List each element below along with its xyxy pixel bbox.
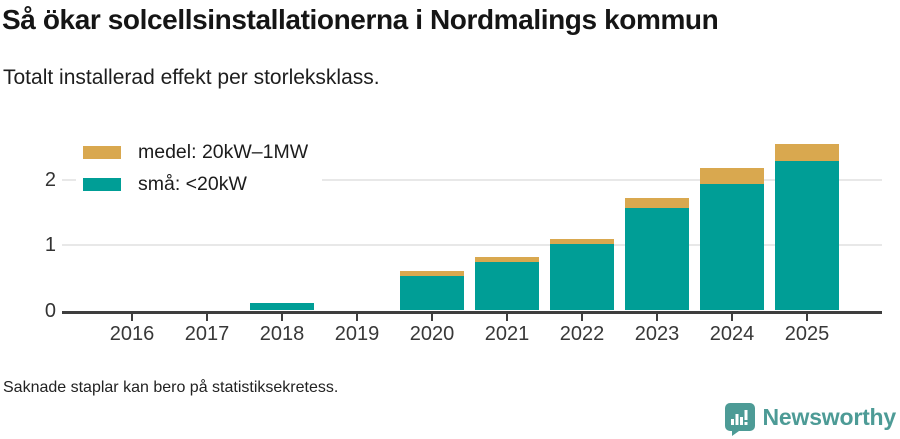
brand-lockup: Newsworthy	[723, 399, 896, 436]
x-tick-2020	[431, 313, 433, 321]
legend-label-medel: medel: 20kW–1MW	[138, 141, 309, 163]
chart-footnote: Saknade staplar kan bero på statistiksek…	[3, 379, 339, 396]
bar-medel-2022	[550, 239, 614, 244]
bar-medel-2025	[775, 144, 839, 162]
brand-name: Newsworthy	[762, 404, 897, 430]
x-axis-label-2019: 2019	[334, 323, 380, 345]
chart-title: Så ökar solcellsinstallationerna i Nordm…	[2, 4, 719, 35]
newsworthy-logo-icon	[724, 403, 755, 436]
x-axis-label-2016: 2016	[109, 323, 155, 345]
legend-label-sma: små: <20kW	[138, 173, 247, 195]
x-tick-2022	[581, 313, 583, 321]
bar-sma-2020	[400, 276, 464, 311]
x-axis-label-2024: 2024	[709, 323, 755, 345]
bar-sma-2023	[625, 208, 689, 311]
bar-medel-2024	[700, 168, 764, 185]
y-axis-label-0: 0	[44, 299, 56, 322]
x-tick-2023	[656, 313, 658, 321]
x-axis-label-2020: 2020	[409, 323, 455, 345]
x-tick-2025	[806, 313, 808, 321]
legend-swatch-medel	[83, 146, 121, 159]
x-axis-label-2025: 2025	[784, 323, 830, 345]
x-tick-2016	[131, 313, 133, 321]
x-axis-line	[62, 310, 882, 314]
legend-swatch-sma	[83, 178, 121, 191]
bar-sma-2018	[250, 302, 314, 311]
x-tick-2017	[206, 313, 208, 321]
gridline-y1	[62, 244, 882, 246]
y-axis-label-2: 2	[44, 168, 56, 191]
chart-subtitle: Totalt installerad effekt per storlekskl…	[3, 66, 380, 89]
x-tick-2019	[356, 313, 358, 321]
bar-sma-2025	[775, 161, 839, 311]
y-axis-label-1: 1	[44, 234, 56, 256]
bar-medel-2020	[400, 271, 464, 277]
gridline-y2	[62, 178, 882, 181]
legend-item-medel: medel: 20kW–1MW	[83, 141, 308, 164]
x-tick-2018	[281, 313, 283, 321]
bar-sma-2021	[475, 262, 539, 311]
x-axis-label-2017: 2017	[184, 323, 230, 345]
x-axis-label-2018: 2018	[259, 323, 305, 345]
bar-sma-2022	[550, 243, 614, 311]
legend-item-sma: små: <20kW	[83, 173, 308, 196]
x-tick-2021	[506, 313, 508, 321]
bar-medel-2021	[475, 257, 539, 263]
x-axis-label-2021: 2021	[484, 323, 530, 345]
bar-sma-2024	[700, 184, 764, 311]
x-axis-label-2023: 2023	[634, 323, 680, 345]
chart-legend: medel: 20kW–1MW små: <20kW	[76, 135, 323, 201]
bar-medel-2023	[625, 198, 689, 209]
x-tick-2024	[731, 313, 733, 321]
x-axis-label-2022: 2022	[559, 323, 605, 345]
